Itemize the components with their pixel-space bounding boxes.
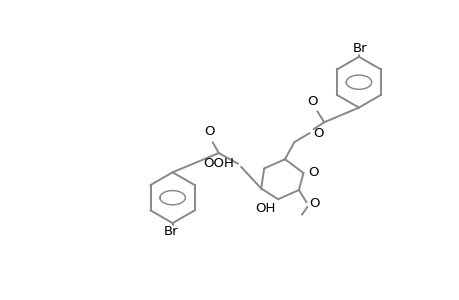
- Text: O: O: [204, 125, 214, 138]
- Text: Br: Br: [163, 225, 178, 238]
- Text: O: O: [308, 166, 318, 179]
- Text: Br: Br: [353, 42, 367, 55]
- Text: OH: OH: [254, 202, 274, 215]
- Text: O: O: [309, 197, 319, 210]
- Text: O: O: [307, 95, 317, 108]
- Text: OOH: OOH: [203, 157, 234, 169]
- Text: O: O: [313, 127, 323, 140]
